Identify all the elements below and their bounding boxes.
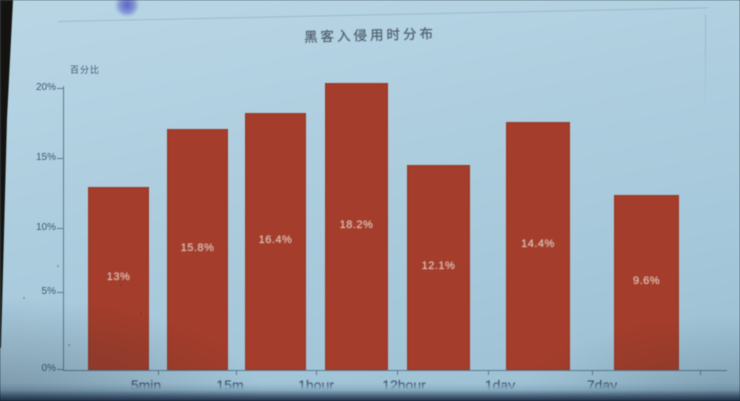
bar-value-label: 15.8%	[180, 241, 215, 254]
dust-speck	[57, 265, 59, 267]
y-axis-tick	[57, 158, 63, 159]
dust-speck	[23, 297, 25, 299]
bar-value-label: 16.4%	[258, 233, 293, 246]
chart-bar	[614, 195, 679, 370]
y-axis-tick	[57, 292, 63, 293]
bar-value-label: 18.2%	[339, 218, 374, 231]
slide-right-edge-line	[705, 14, 706, 124]
chart-bar	[325, 83, 388, 370]
dust-speck	[140, 312, 142, 314]
y-axis-tick-label: 5%	[41, 286, 56, 297]
x-axis-line	[63, 370, 727, 371]
y-axis-line	[63, 86, 64, 371]
x-axis-tick	[397, 371, 398, 375]
y-axis-tick-label: 0%	[41, 363, 56, 374]
chart-bar	[506, 122, 570, 370]
bar-value-label: 13%	[106, 270, 131, 283]
y-axis-name: 百分比	[70, 65, 101, 75]
x-axis-tick	[488, 371, 489, 375]
y-axis-tick	[57, 228, 63, 229]
x-axis-tick	[592, 371, 593, 375]
chart-bar	[167, 129, 228, 370]
chart-bar	[407, 165, 470, 370]
y-axis-tick-label: 15%	[35, 152, 56, 163]
bar-value-label: 9.6%	[632, 274, 661, 287]
lens-flare-blob	[114, 0, 140, 16]
chart-bar	[88, 187, 149, 370]
y-axis-tick	[57, 88, 63, 89]
y-axis-tick-label: 20%	[35, 82, 56, 93]
x-axis-tick	[158, 371, 159, 375]
y-axis-tick	[57, 369, 63, 370]
x-axis-tick	[316, 371, 317, 375]
bar-value-label: 14.4%	[521, 238, 555, 250]
bar-value-label: 12.1%	[421, 259, 456, 272]
chart-title: 黑客入侵用时分布	[303, 26, 437, 45]
y-axis-tick-label: 10%	[35, 222, 56, 233]
photo-bottom-border	[0, 383, 740, 401]
x-axis-tick	[700, 371, 701, 375]
chart-bar	[245, 113, 306, 370]
dust-speck	[120, 284, 122, 286]
dust-speck	[68, 344, 70, 346]
x-axis-tick	[236, 371, 237, 375]
